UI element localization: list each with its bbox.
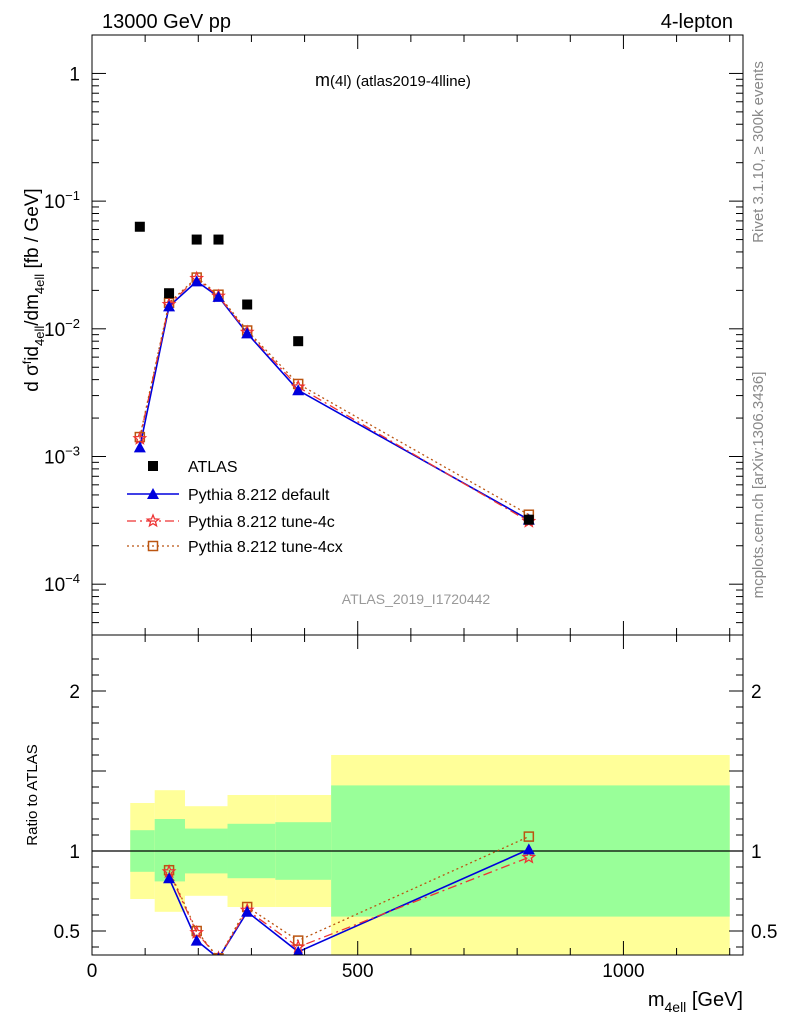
main-series-point bbox=[163, 300, 176, 312]
main-y-tick-label: 10−2 bbox=[44, 316, 80, 341]
tick-exponent: −2 bbox=[65, 316, 80, 331]
ratio-series-point bbox=[190, 934, 203, 946]
main-series-point bbox=[292, 384, 305, 396]
tick-base: 10 bbox=[44, 448, 65, 469]
ratio-series-point bbox=[521, 849, 537, 864]
ratio-series-point bbox=[523, 831, 535, 842]
ratio-panel bbox=[92, 755, 743, 955]
data-point bbox=[164, 288, 175, 299]
tick-exponent: −1 bbox=[65, 188, 80, 203]
ratio-y-axis-label: Ratio to ATLAS bbox=[24, 744, 41, 845]
main-series-point bbox=[212, 290, 225, 302]
data-point bbox=[293, 336, 304, 347]
ylabel-part: f bbox=[20, 360, 34, 364]
main-y-tick-label: 1 bbox=[69, 64, 80, 85]
ratio-series-line bbox=[168, 836, 530, 955]
ratio-y-tick-label-left: 2 bbox=[69, 682, 80, 703]
x-tick-label: 1000 bbox=[602, 961, 644, 982]
ratio-y-tick-label-right: 1 bbox=[751, 842, 762, 863]
plot-title-rest: (4l) (atlas2019-4lline) bbox=[330, 73, 471, 90]
x-tick-label: 0 bbox=[87, 961, 98, 982]
plot-title: m(4l) (atlas2019-4lline) bbox=[315, 70, 471, 90]
data-point bbox=[523, 514, 534, 525]
ratio-y-tick-label-right: 0.5 bbox=[751, 922, 777, 943]
xlabel-part: 4ell bbox=[665, 999, 687, 1015]
ylabel-part: 4ell bbox=[32, 326, 47, 346]
data-point bbox=[134, 221, 145, 232]
tick-base: 1 bbox=[69, 64, 80, 85]
main-series-line bbox=[139, 280, 530, 521]
tick-base: 10 bbox=[44, 575, 65, 596]
legend-marker-atlas bbox=[148, 461, 158, 471]
main-series-point bbox=[241, 327, 254, 339]
mcplots-reference-label: mcplots.cern.ch [arXiv:1306.3436] bbox=[750, 372, 767, 599]
legend-label-atlas: ATLAS bbox=[188, 459, 238, 476]
tick-base: 10 bbox=[44, 320, 65, 341]
ratio-frame bbox=[91, 634, 744, 956]
ratio-series-point bbox=[293, 945, 304, 955]
plot-title-main: m bbox=[315, 70, 330, 90]
main-series-point bbox=[132, 430, 148, 445]
ratio-series-point bbox=[241, 905, 254, 917]
legend-marker bbox=[147, 488, 159, 499]
rivet-version-label: Rivet 3.1.10, ≥ 300k events bbox=[750, 61, 767, 243]
legend-marker bbox=[147, 540, 159, 552]
header-energy-label: 13000 GeV pp bbox=[102, 11, 231, 33]
ylabel-part: d σ bbox=[22, 364, 43, 392]
main-series-line bbox=[139, 277, 530, 522]
main-y-tick-label: 10−4 bbox=[44, 571, 80, 596]
main-y-axis-label: d σfid4ell/dm4ell [fb / GeV] bbox=[20, 188, 47, 391]
legend: ATLAS Pythia 8.212 default Pythia 8.212 … bbox=[127, 459, 343, 556]
header-process-label: 4-lepton bbox=[661, 11, 733, 33]
data-point bbox=[213, 234, 224, 245]
ratio-series-line bbox=[168, 856, 530, 955]
ylabel-part: [fb / GeV] bbox=[22, 188, 43, 274]
xlabel-part: m bbox=[648, 989, 665, 1011]
tick-exponent: −4 bbox=[65, 571, 80, 586]
ratio-series-point bbox=[216, 952, 221, 955]
xlabel-part: [GeV] bbox=[686, 989, 743, 1011]
legend-label-tune4c: Pythia 8.212 tune-4c bbox=[188, 514, 335, 531]
ylabel-part: id bbox=[22, 346, 43, 361]
data-point bbox=[191, 234, 202, 245]
x-axis-label: m4ell [GeV] bbox=[648, 989, 743, 1015]
main-panel bbox=[132, 221, 537, 528]
tick-exponent: −3 bbox=[65, 444, 80, 459]
tick-base: 10 bbox=[44, 192, 65, 213]
ylabel-part: 4ell bbox=[32, 274, 47, 294]
main-y-tick-label: 10−3 bbox=[44, 444, 80, 469]
data-point bbox=[242, 299, 253, 310]
ratio-y-tick-label-left: 0.5 bbox=[54, 922, 80, 943]
main-series-point bbox=[190, 275, 203, 287]
main-series-point bbox=[133, 441, 146, 453]
ratio-series-point bbox=[292, 935, 304, 946]
ratio-y-tick-label-left: 1 bbox=[69, 842, 80, 863]
analysis-watermark: ATLAS_2019_I1720442 bbox=[342, 591, 491, 607]
legend-marker bbox=[145, 513, 161, 528]
x-tick-label: 500 bbox=[342, 961, 374, 982]
ratio-y-tick-label-right: 2 bbox=[751, 682, 762, 703]
ratio-series-point bbox=[163, 872, 176, 884]
ratio-series-point bbox=[522, 843, 535, 855]
main-y-tick-label: 10−1 bbox=[44, 188, 80, 213]
main-series-line bbox=[139, 276, 530, 516]
legend-label-default: Pythia 8.212 default bbox=[188, 487, 330, 504]
ylabel-part: /dm bbox=[22, 294, 43, 326]
legend-label-tune4cx: Pythia 8.212 tune-4cx bbox=[188, 539, 343, 556]
